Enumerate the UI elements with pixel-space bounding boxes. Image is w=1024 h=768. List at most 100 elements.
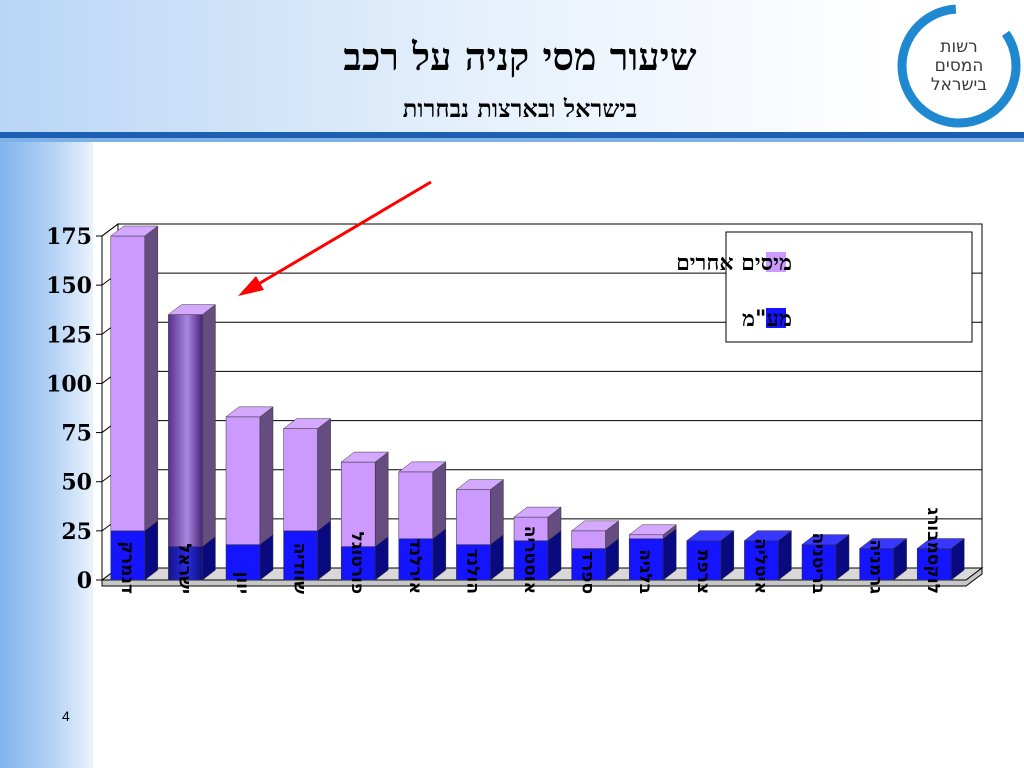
bar-other-taxes-top — [225, 406, 274, 418]
bar-vat-front — [283, 530, 318, 581]
x-tick-label: לוקסמבורג — [923, 507, 943, 594]
bar-other-taxes-side — [374, 451, 389, 548]
bar-vat-front — [859, 548, 894, 581]
red-arrow-shaft — [254, 180, 432, 288]
bar-vat-top — [916, 538, 965, 549]
bar-other-taxes-side — [490, 479, 504, 546]
legend-label-vat: מע"מ — [742, 306, 792, 332]
bar-other-taxes — [398, 461, 447, 540]
bar-vat — [801, 534, 850, 581]
x-tick-label: בלגיה — [635, 549, 655, 594]
bar-other-taxes-side — [432, 461, 447, 540]
bar-other-taxes-front — [456, 489, 491, 545]
bar-other-taxes-side — [317, 418, 331, 532]
legend-swatch-other — [766, 252, 786, 272]
y-tick-label: 175 — [46, 224, 92, 250]
bar-vat — [858, 538, 908, 581]
bar-vat-front — [168, 546, 203, 581]
y-tick-label: 25 — [61, 519, 92, 545]
x-tick-label: גרמניה — [866, 539, 886, 594]
x-tick-label: הולנד — [462, 549, 482, 595]
logo-panel: רשות המסים בישראל — [892, 0, 1024, 132]
bar-other-taxes-front — [571, 530, 606, 549]
bar-other-taxes-front — [168, 314, 203, 547]
x-tick-label: שוודיה — [290, 543, 310, 594]
page-number: 4 — [62, 708, 70, 724]
bar-other-taxes-side — [202, 304, 216, 548]
bar-vat — [686, 530, 735, 581]
x-tick-label: ישראל — [174, 543, 194, 594]
x-axis: דנמרק ישראל יוון שוודיה פורטוגל אירלנד הולנד או… — [117, 507, 943, 594]
logo-line-3: בישראל — [931, 75, 987, 95]
logo-line-2: המסים — [935, 56, 984, 76]
bar-other-taxes-side — [144, 225, 159, 532]
bar-other-taxes — [167, 304, 217, 548]
bar-other-taxes — [282, 418, 332, 532]
bar-other-taxes-front — [225, 416, 261, 545]
slide-subtitle: בישראל ובארצות נבחרות — [402, 94, 638, 123]
bar-other-taxes-top — [282, 418, 332, 429]
bar-other-taxes — [570, 520, 620, 550]
bar-other-taxes-front — [398, 471, 434, 539]
bar-other-taxes-top — [167, 304, 217, 315]
x-tick-label: פורטוגל — [347, 531, 367, 594]
logo-line-1: רשות — [940, 37, 977, 57]
bar-other-taxes — [340, 451, 389, 548]
y-tick-label: 0 — [77, 568, 92, 594]
bar-vat-front — [628, 538, 664, 581]
tax-authority-logo: רשות המסים בישראל — [897, 4, 1021, 128]
bar-other-taxes — [225, 406, 274, 546]
bar-vat-side — [317, 520, 331, 581]
bar-vat-front — [456, 544, 491, 581]
bar-other-taxes-top — [110, 225, 159, 237]
y-tick-label: 150 — [46, 273, 92, 299]
side-gradient-strip — [0, 142, 93, 768]
bar-other-taxes-top — [398, 461, 447, 473]
bar-vat-top — [858, 538, 908, 549]
bar-other-taxes-top — [513, 506, 562, 518]
bar-other-taxes-front — [110, 235, 146, 532]
header-rule — [0, 132, 1024, 138]
y-tick-label: 125 — [46, 322, 92, 348]
bar-vat — [916, 538, 965, 581]
bar-vat-front — [801, 544, 837, 581]
bar-other-taxes-front — [628, 534, 664, 539]
x-tick-label: יוון — [232, 571, 252, 594]
bar-other-taxes-top — [340, 451, 389, 463]
bar-other-taxes — [455, 479, 505, 546]
bar-vat-top — [686, 530, 735, 541]
legend-swatch-vat — [766, 308, 786, 328]
bar-other-taxes-top — [570, 520, 620, 532]
bar-vat-front — [916, 548, 952, 581]
annotation — [238, 180, 432, 296]
y-tick-label: 75 — [61, 421, 92, 447]
slide-title: שיעור מסי קניה על רכב — [343, 34, 697, 79]
header-rule-light — [0, 138, 1024, 142]
bar-vat-top — [743, 530, 793, 541]
x-tick-label: איטליה — [750, 538, 770, 594]
gridline-side — [101, 223, 119, 237]
x-tick-label: צרפת — [693, 550, 713, 594]
legend: מיסים אחרים מע"מ — [676, 231, 973, 343]
x-tick-label: ספרד — [578, 551, 598, 594]
x-tick-label: דנמרק — [117, 541, 137, 594]
x-tick-label: בריטניה — [808, 532, 828, 594]
bar-other-taxes-top — [628, 524, 677, 536]
red-arrow-head — [238, 276, 264, 296]
bar-other-taxes — [628, 524, 677, 540]
bar-other-taxes-side — [259, 406, 274, 546]
y-axis: 0 25 50 75 100 125 150 175 — [46, 224, 103, 594]
bar-other-taxes — [513, 506, 562, 542]
x-tick-label: אירלנד — [405, 538, 425, 594]
bar-other-taxes-top — [455, 479, 505, 490]
bars — [110, 225, 965, 581]
legend-label-other: מיסים אחרים — [676, 250, 792, 276]
bar-other-taxes-front — [283, 428, 318, 532]
header-band — [0, 0, 892, 132]
bar-vat-front — [340, 546, 376, 581]
y-tick-label: 100 — [46, 371, 92, 397]
bar-vat-top — [801, 534, 850, 545]
bar-other-taxes — [110, 225, 159, 532]
bar-vat-side — [144, 520, 159, 581]
